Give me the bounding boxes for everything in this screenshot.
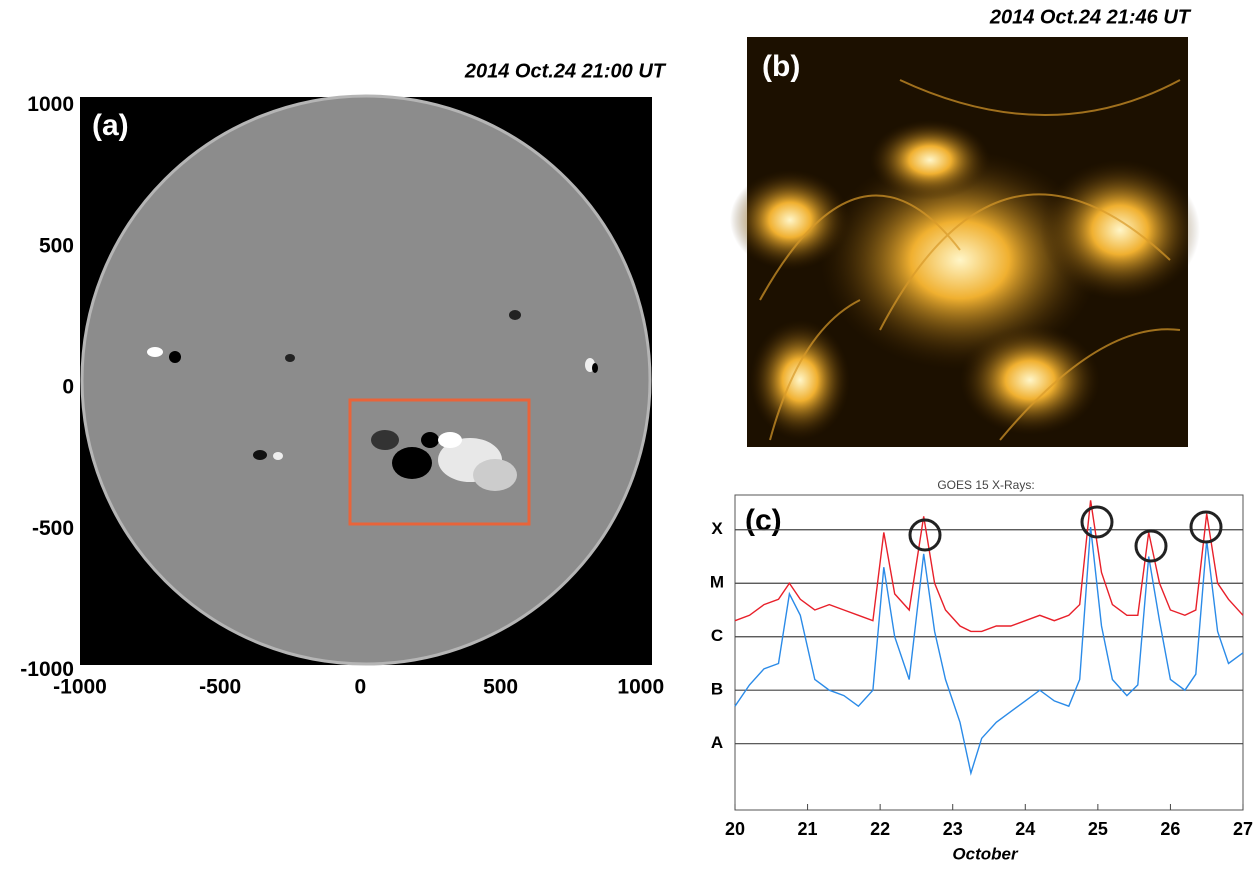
flare-markers: [908, 505, 1223, 563]
x-tick-label: 21: [798, 819, 818, 839]
x-tick-label: 23: [943, 819, 963, 839]
x-tick-label: -1000: [53, 676, 107, 699]
y-tick-label: -500: [32, 517, 74, 540]
y-tick-label: M: [710, 573, 724, 592]
panel-title: 2014 Oct.24 21:00 UT: [464, 60, 667, 82]
x-tick-label: 27: [1233, 819, 1253, 839]
x-tick-label: 0: [355, 676, 367, 699]
magnetic-features: [147, 310, 598, 491]
x-tick-label: 1000: [617, 676, 664, 699]
y-tick-label: -1000: [20, 658, 74, 681]
panel-title: 2014 Oct.24 21:46 UT: [989, 6, 1192, 28]
euv-arcs: [759, 79, 1181, 441]
x-tick-label: 20: [725, 819, 745, 839]
panel-label: (b): [762, 50, 800, 83]
panel-label: (c): [745, 504, 782, 537]
y-tick-label: 0: [62, 376, 74, 399]
x-tick-label: 22: [870, 819, 890, 839]
series-line: [734, 527, 1244, 776]
y-tick-label: A: [711, 733, 723, 752]
y-tick-label: 500: [39, 234, 74, 257]
x-axis-label: October: [952, 844, 1019, 863]
y-tick-label: 1000: [27, 93, 74, 116]
region-box: [348, 398, 531, 526]
x-tick-label: -500: [199, 676, 241, 699]
y-tick-label: C: [711, 626, 723, 645]
x-tick-label: 25: [1088, 819, 1108, 839]
y-tick-label: B: [711, 680, 723, 699]
panel-label: (a): [92, 109, 129, 142]
x-tick-label: 24: [1015, 819, 1035, 839]
x-tick-label: 500: [483, 676, 518, 699]
chart-title: GOES 15 X-Rays:: [937, 478, 1034, 492]
plot-frame: [734, 494, 1244, 811]
x-tick-label: 26: [1160, 819, 1180, 839]
solar-disk: [80, 94, 652, 666]
series-line: [734, 500, 1244, 633]
y-tick-label: X: [711, 519, 723, 538]
euv-loops: [730, 120, 1200, 440]
